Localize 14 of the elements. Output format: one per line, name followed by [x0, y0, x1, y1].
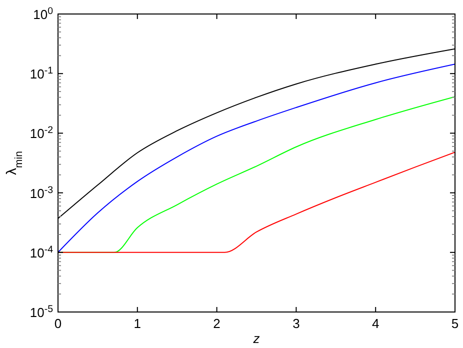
y-tick-label: 10$^{-2}$ — [30, 124, 53, 142]
x-tick-label: 5 — [451, 316, 459, 331]
y-tick-label: 10$^{-5}$ — [30, 304, 54, 320]
x-tick-label: 3 — [292, 316, 300, 331]
line-series — [58, 64, 455, 253]
y-tick-label: 10$^{0}$ — [33, 6, 54, 22]
x-tick-label: 0 — [54, 316, 62, 331]
y-tick-label: 10$^{-4}$ — [30, 244, 54, 260]
x-tick-label: 1 — [134, 316, 142, 331]
y-tick-label: 10$^{-1}$ — [30, 65, 53, 82]
y-tick-label: 10$^{-3}$ — [30, 184, 53, 201]
x-tick-label: 4 — [372, 316, 380, 331]
x-tick-label: 2 — [213, 316, 220, 331]
x-axis-title: z — [252, 331, 260, 346]
